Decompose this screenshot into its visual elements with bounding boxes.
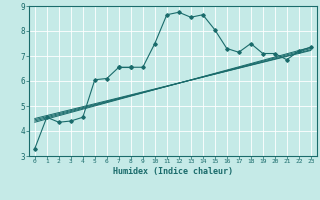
X-axis label: Humidex (Indice chaleur): Humidex (Indice chaleur) <box>113 167 233 176</box>
